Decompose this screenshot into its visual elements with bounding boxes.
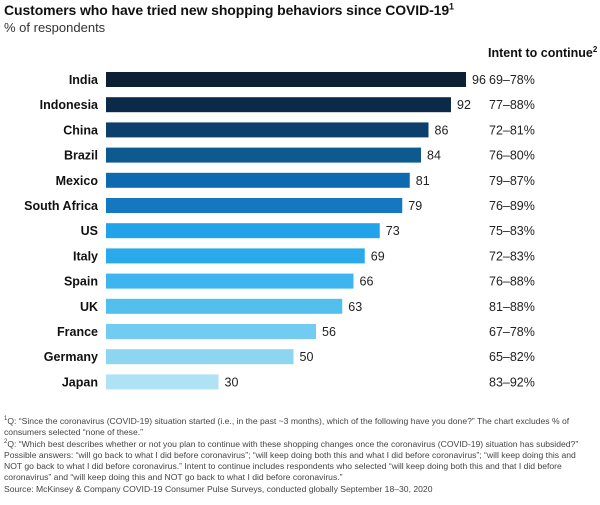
chart-subtitle: % of respondents xyxy=(4,20,106,35)
bar xyxy=(106,248,365,264)
footnote-1: 1Q: “Since the coronavirus (COVID-19) si… xyxy=(4,416,570,437)
bar-value-label: 63 xyxy=(348,300,362,314)
bar-value-label: 73 xyxy=(386,224,400,238)
bar-value-label: 56 xyxy=(322,325,336,339)
title-footnote-mark: 1 xyxy=(449,1,454,12)
footnote-2: 2Q: “Which best describes whether or not… xyxy=(4,439,579,482)
bar xyxy=(106,223,380,239)
footnotes: 1Q: “Since the coronavirus (COVID-19) si… xyxy=(4,416,596,496)
intent-column-header: Intent to continue2 xyxy=(488,44,598,60)
bar-value-label: 81 xyxy=(416,174,430,188)
bar-value-label: 50 xyxy=(300,350,314,364)
bar xyxy=(106,349,294,365)
bar xyxy=(106,374,219,390)
bar-value-label: 86 xyxy=(435,123,449,137)
bar-value-label: 69 xyxy=(371,249,385,263)
category-label: China xyxy=(63,123,99,137)
category-label: Italy xyxy=(73,249,98,263)
intent-value: 76–80% xyxy=(489,149,535,163)
bar-chart: India 96 69–78% Indonesia 92 77–88% China 86 72–… xyxy=(24,72,535,390)
intent-value: 65–82% xyxy=(489,350,535,364)
category-label: Brazil xyxy=(64,149,98,163)
bar-value-label: 66 xyxy=(360,275,374,289)
intent-value: 69–78% xyxy=(489,73,535,87)
bar xyxy=(106,97,451,113)
bar xyxy=(106,273,354,289)
category-label: South Africa xyxy=(24,199,99,213)
bar xyxy=(106,198,403,213)
intent-value: 67–78% xyxy=(489,325,535,339)
intent-value: 83–92% xyxy=(489,375,535,389)
intent-value: 79–87% xyxy=(489,174,535,188)
category-label: India xyxy=(69,73,99,87)
bar xyxy=(106,122,429,138)
bar-value-label: 79 xyxy=(408,199,422,213)
intent-value: 76–88% xyxy=(489,275,535,289)
bar-value-label: 96 xyxy=(472,73,486,87)
bar-value-label: 84 xyxy=(427,149,441,163)
category-label: France xyxy=(57,325,98,339)
intent-value: 76–89% xyxy=(489,199,535,213)
category-label: Mexico xyxy=(56,174,99,188)
bar xyxy=(106,147,421,163)
category-label: Spain xyxy=(64,275,98,289)
source-note: Source: McKinsey & Company COVID-19 Cons… xyxy=(4,484,433,494)
bar xyxy=(106,298,343,314)
intent-value: 72–81% xyxy=(489,123,535,137)
bar xyxy=(106,172,410,188)
bar-value-label: 30 xyxy=(225,375,239,389)
intent-value: 72–83% xyxy=(489,249,535,263)
bar-value-label: 92 xyxy=(457,98,471,112)
category-label: UK xyxy=(80,300,98,314)
category-label: Germany xyxy=(44,350,98,364)
bar xyxy=(106,324,316,339)
category-label: US xyxy=(81,224,98,238)
intent-value: 81–88% xyxy=(489,300,535,314)
intent-value: 77–88% xyxy=(489,98,535,112)
intent-footnote-mark: 2 xyxy=(592,44,598,54)
bar xyxy=(106,72,466,87)
chart-title: Customers who have tried new shopping be… xyxy=(4,1,454,18)
category-label: Japan xyxy=(62,375,98,389)
intent-value: 75–83% xyxy=(489,224,535,238)
category-label: Indonesia xyxy=(40,98,99,112)
